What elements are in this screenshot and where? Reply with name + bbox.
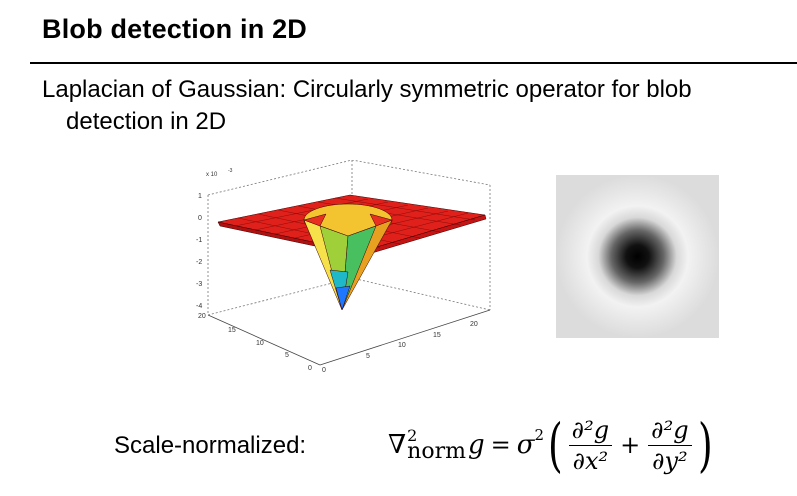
x-tick: 0 [322,367,326,374]
z-tick: -2 [196,259,202,266]
g-symbol: g [467,430,485,460]
right-paren: ) [697,411,713,479]
x-tick: 5 [366,353,370,360]
fraction-x: ∂²g ∂x² [568,416,613,475]
denominator-x: ∂x² [572,446,609,475]
nabla-sup: 2 [407,426,418,445]
fraction-y: ∂²g ∂y² [648,416,692,475]
x-tick: 20 [470,321,478,328]
z-tick: -3 [196,281,202,288]
plot-axes [207,309,491,366]
z-tick: 1 [198,193,202,200]
y-tick: 10 [256,340,264,347]
z-tick: 0 [198,215,202,222]
denominator-y: ∂y² [652,446,688,475]
scale-normalized-formula: ∇ 2 norm g = σ 2 ( ∂²g ∂x² + ∂²g ∂y² ) [388,410,716,480]
numerator-x: ∂²g [568,416,613,446]
plus-sign: + [620,431,641,459]
nabla-scripts: 2 norm [407,426,466,464]
nabla-sub: norm [407,439,466,464]
exponent-label: x 10 [206,172,218,178]
slide-title: Blob detection in 2D [42,14,308,44]
x-tick: 10 [398,342,406,349]
y-tick: 15 [228,327,236,334]
z-tick: -4 [196,303,202,310]
left-paren: ( [547,411,563,479]
numerator-y: ∂²g [648,416,692,446]
sigma-symbol: σ [516,430,535,460]
title-divider [30,62,797,64]
y-tick: 20 [198,313,206,320]
x-tick: 15 [433,332,441,339]
nabla-symbol: ∇ [388,430,407,460]
y-tick: 0 [308,365,312,372]
scale-normalized-label: Scale-normalized: [114,432,307,459]
log-kernel-image [556,175,719,338]
exponent-power: -3 [228,168,233,174]
z-tick: -1 [196,237,202,244]
equals-sign: = [490,431,511,459]
surface-mesh [217,194,487,311]
log-surface-plot: x 10 -3 1 0 -1 -2 -3 -4 20 15 10 5 0 0 5… [196,160,491,374]
bullet-text: Laplacian of Gaussian: Circularly symmet… [42,76,692,135]
sigma-sup: 2 [534,426,545,444]
y-tick: 5 [285,352,289,359]
